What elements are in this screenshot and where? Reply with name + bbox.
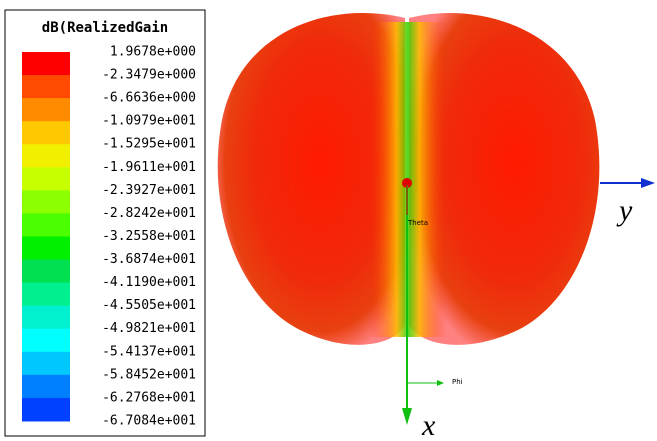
- legend-label: -1.5295e+001: [102, 137, 196, 152]
- legend-label: -3.6874e+001: [102, 252, 196, 267]
- legend-label: -4.1190e+001: [102, 275, 196, 290]
- y-label: y: [616, 194, 633, 227]
- legend-swatch: [22, 75, 70, 99]
- legend-swatch: [22, 305, 70, 330]
- legend-label: -6.2768e+001: [102, 390, 196, 405]
- legend-swatch: [22, 98, 70, 122]
- legend-swatch: [22, 374, 70, 399]
- legend-label: -4.9821e+001: [102, 321, 196, 336]
- legend-swatch: [22, 144, 70, 168]
- legend-swatch: [22, 397, 70, 422]
- axes: y x Theta Phi: [402, 178, 655, 441]
- legend-label: -2.3479e+000: [102, 68, 196, 83]
- legend-swatch: [22, 351, 70, 376]
- legend-label: 1.9678e+000: [110, 45, 196, 60]
- legend-swatch: [22, 167, 70, 191]
- legend-label: -1.9611e+001: [102, 160, 196, 175]
- legend-label: -6.6636e+000: [102, 91, 196, 106]
- legend-label: -5.4137e+001: [102, 344, 196, 359]
- legend-swatch: [22, 52, 70, 76]
- x-label: x: [421, 409, 436, 441]
- legend-swatch: [22, 190, 70, 214]
- x-arrow: [402, 408, 412, 425]
- legend: 1.9678e+000 -2.3479e+000 -6.6636e+000 -1.09…: [22, 45, 196, 428]
- legend-label: -6.7084e+001: [102, 413, 196, 428]
- origin: [402, 178, 412, 188]
- legend-swatch: [22, 236, 70, 261]
- legend-swatch: [22, 328, 70, 353]
- legend-swatch: [22, 213, 70, 237]
- y-arrow: [641, 178, 655, 188]
- lobe-right: [409, 13, 600, 345]
- theta-label: Theta: [407, 219, 428, 227]
- radiation-pattern: [217, 13, 600, 345]
- legend-label: -2.8242e+001: [102, 206, 196, 221]
- legend-swatch: [22, 121, 70, 145]
- legend-label: -3.2558e+001: [102, 229, 196, 244]
- legend-title: dB(RealizedGain: [42, 20, 168, 36]
- legend-swatch: [22, 282, 70, 307]
- legend-label: -2.3927e+001: [102, 183, 196, 198]
- legend-label: -5.8452e+001: [102, 367, 196, 382]
- legend-label: -1.0979e+001: [102, 114, 196, 129]
- phi-arrow: [437, 380, 444, 386]
- legend-label: -4.5505e+001: [102, 298, 196, 313]
- legend-swatch: [22, 259, 70, 284]
- phi-label: Phi: [452, 378, 463, 386]
- lobe-left: [217, 13, 405, 345]
